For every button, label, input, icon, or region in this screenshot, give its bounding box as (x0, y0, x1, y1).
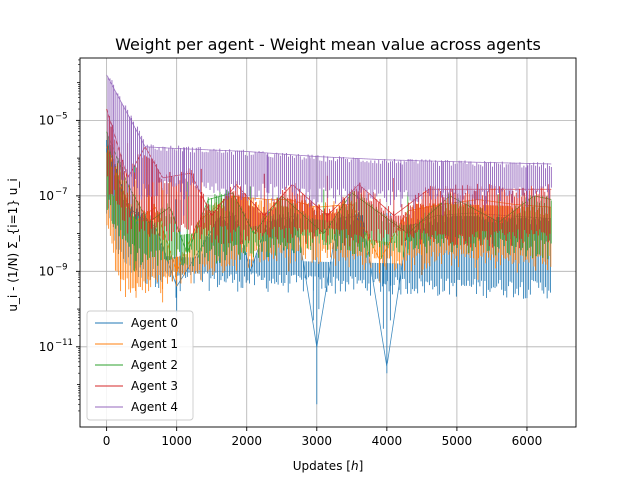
legend-label: Agent 4 (131, 400, 178, 414)
x-tick-label: 3000 (302, 434, 333, 448)
x-tick-label: 0 (103, 434, 111, 448)
x-axis-label-close: ] (359, 459, 364, 473)
legend-label: Agent 0 (131, 316, 178, 330)
chart-title: Weight per agent - Weight mean value acr… (115, 35, 541, 54)
y-tick-exponent: −5 (55, 111, 68, 121)
y-tick-exponent: −11 (55, 338, 73, 348)
x-axis-label: Updates [h] (293, 459, 364, 473)
x-tick-label: 4000 (372, 434, 403, 448)
y-axis-label: u_i - (1/N) Σ_{i=1} u_i (6, 178, 20, 311)
legend-box (86, 310, 194, 421)
y-tick-label: 10 (39, 264, 54, 278)
x-axis-label-var: h (351, 459, 359, 473)
legend-label: Agent 2 (131, 358, 178, 372)
series-line-agent-4 (106, 74, 552, 165)
legend-label: Agent 3 (131, 379, 178, 393)
x-tick-label: 6000 (512, 434, 543, 448)
plot-frame (79, 57, 577, 428)
x-tick-label: 2000 (231, 434, 262, 448)
data-area (106, 74, 552, 405)
series-bars-agent-4 (107, 76, 552, 216)
x-axis-label-text: Updates [ (293, 459, 351, 473)
y-tick-label: 10 (39, 113, 54, 127)
y-tick-exponent: −9 (55, 262, 68, 272)
axis-ticks: 0 1000 2000 3000 4000 5000 600010−1110−910−710… (39, 59, 543, 448)
series-agent-4 (106, 74, 552, 216)
x-tick-label: 5000 (442, 434, 473, 448)
x-tick-label: 1000 (161, 434, 192, 448)
y-tick-label: 10 (39, 189, 54, 203)
legend: Agent 0 Agent 1 Agent 2 Agent 3 Agent 4 (86, 310, 194, 421)
y-tick-exponent: −7 (55, 187, 68, 197)
y-tick-label: 10 (39, 340, 54, 354)
legend-label: Agent 1 (131, 337, 178, 351)
